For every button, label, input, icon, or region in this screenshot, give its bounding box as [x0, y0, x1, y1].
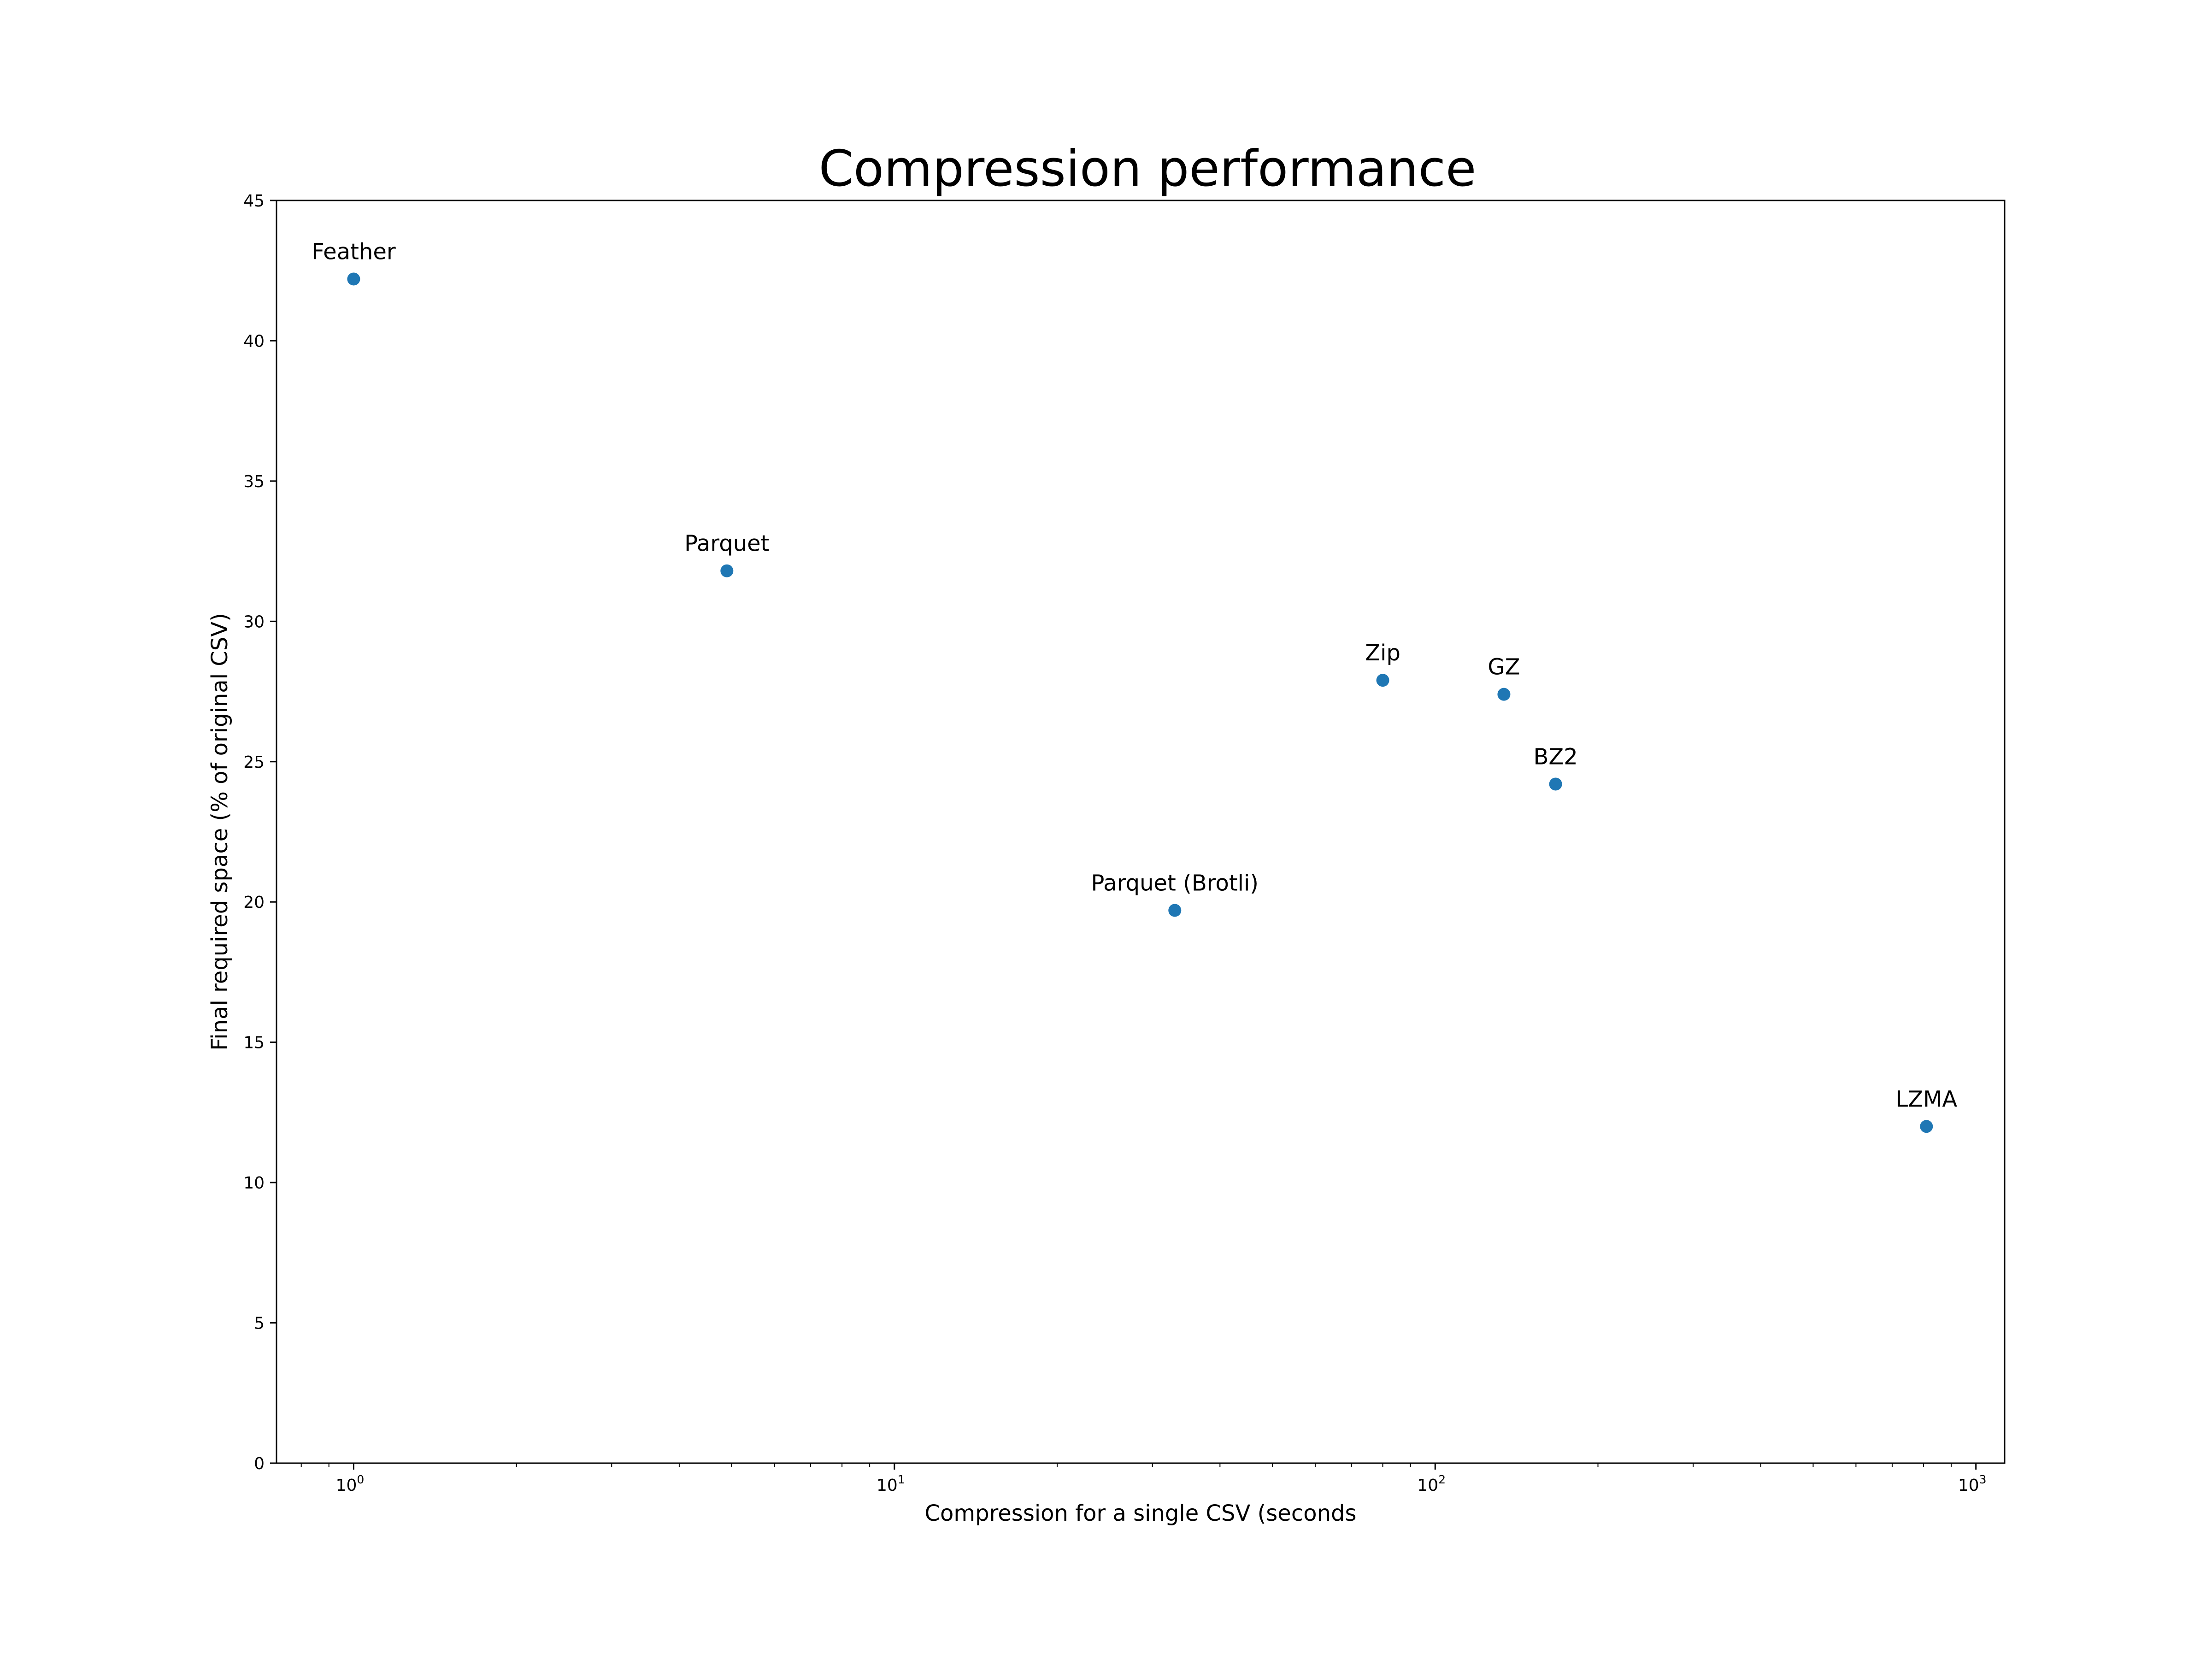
- point-label: Zip: [1365, 640, 1400, 666]
- y-tick-label: 5: [254, 1314, 265, 1333]
- y-tick-label: 20: [243, 893, 265, 912]
- point-label: Parquet (Brotli): [1091, 870, 1259, 896]
- y-axis-label: Final required space (% of original CSV): [207, 613, 233, 1051]
- data-point: [720, 564, 734, 577]
- x-tick-label: 102: [1417, 1473, 1446, 1495]
- y-tick-label: 25: [243, 753, 265, 772]
- data-point: [1497, 688, 1511, 701]
- y-tick-label: 45: [243, 192, 265, 211]
- y-tick-label: 35: [243, 472, 265, 491]
- point-label: LZMA: [1895, 1086, 1957, 1112]
- point-label: Parquet: [684, 531, 769, 557]
- data-point: [1168, 904, 1182, 917]
- point-label: BZ2: [1533, 744, 1577, 770]
- data-point: [1920, 1120, 1933, 1133]
- data-point: [1549, 777, 1562, 791]
- point-label: GZ: [1488, 654, 1520, 680]
- y-tick-label: 0: [254, 1454, 265, 1473]
- axes-frame: [276, 200, 2006, 1464]
- y-tick-label: 40: [243, 332, 265, 351]
- y-tick-label: 10: [243, 1174, 265, 1193]
- chart-title: Compression performance: [819, 140, 1477, 198]
- x-axis: 100 101 102 103: [300, 1463, 1987, 1495]
- x-axis-label: Compression for a single CSV (seconds: [924, 1500, 1356, 1526]
- x-tick-label: 103: [1958, 1473, 1987, 1495]
- data-point: [1376, 674, 1389, 687]
- y-tick-label: 30: [243, 612, 265, 631]
- x-tick-label: 101: [877, 1473, 905, 1495]
- x-tick-label: 100: [336, 1473, 365, 1495]
- plot-area: Feather Parquet Parquet (Brotli) Zip GZ BZ2 LZ…: [312, 239, 1957, 1133]
- point-label: Feather: [312, 239, 396, 265]
- data-point: [347, 272, 360, 286]
- y-axis: 0 5 10 15 20 25 30 35 40 45: [243, 192, 276, 1473]
- y-tick-label: 15: [243, 1034, 265, 1053]
